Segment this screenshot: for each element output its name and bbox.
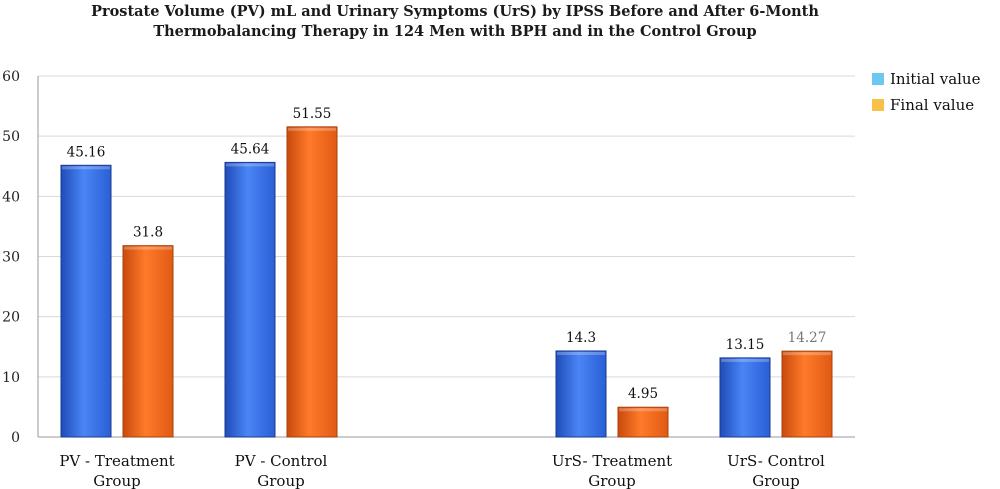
bar-initial — [555, 350, 607, 438]
data-label: 14.27 — [788, 330, 827, 346]
legend-label: Initial value — [890, 70, 981, 88]
bar-initial — [719, 357, 771, 438]
y-tick-label: 0 — [11, 430, 20, 446]
chart-title: Prostate Volume (PV) mL and Urinary Symp… — [91, 3, 819, 40]
y-tick-label: 30 — [2, 250, 20, 266]
data-label: 13.15 — [726, 337, 765, 353]
data-label: 45.64 — [231, 141, 270, 157]
category-label: PV - Treatment — [59, 452, 174, 470]
bar-initial — [60, 164, 112, 438]
bar-highlight — [62, 166, 110, 170]
bars — [60, 126, 833, 438]
gridlines — [37, 75, 855, 438]
bar-highlight — [557, 351, 605, 355]
category-label: UrS- Treatment — [552, 452, 672, 470]
y-tick-label: 20 — [2, 310, 20, 326]
data-labels: 45.16 45.64 14.3 13.15 31.8 51.55 4.95 14.27 — [67, 106, 827, 402]
y-tick-label: 40 — [2, 189, 20, 205]
legend-swatch — [872, 99, 884, 111]
bar-highlight — [721, 358, 769, 362]
y-tick-label: 60 — [2, 69, 20, 85]
data-label: 31.8 — [133, 225, 163, 241]
bar-final — [617, 406, 669, 438]
bar-final — [122, 245, 174, 438]
title-line-2: Thermobalancing Therapy in 124 Men with … — [153, 23, 756, 40]
bar-final — [781, 350, 833, 438]
title-line-1: Prostate Volume (PV) mL and Urinary Symp… — [91, 3, 819, 20]
data-label: 45.16 — [67, 144, 106, 160]
bar-final — [286, 126, 338, 438]
data-label: 4.95 — [628, 386, 658, 402]
y-axis-ticks: 0 10 20 30 40 50 60 — [2, 69, 20, 446]
data-label: 51.55 — [293, 106, 332, 122]
bar-highlight — [619, 408, 667, 412]
category-labels: PV - Treatment Group PV - Control Group UrS-… — [59, 452, 825, 489]
category-label: UrS- Control — [727, 452, 825, 470]
y-tick-label: 10 — [2, 370, 20, 386]
bar-highlight — [288, 127, 336, 131]
bar-highlight — [226, 163, 274, 167]
legend: Initial value Final value — [872, 70, 981, 114]
legend-label: Final value — [890, 96, 974, 114]
y-tick-label: 50 — [2, 129, 20, 145]
data-label: 14.3 — [566, 330, 596, 346]
category-label: PV - Control — [235, 452, 328, 470]
category-label: Group — [588, 472, 635, 489]
category-label: Group — [752, 472, 799, 489]
category-label: Group — [93, 472, 140, 489]
category-label: Group — [257, 472, 304, 489]
bar-highlight — [783, 352, 831, 356]
bar-initial — [224, 161, 276, 438]
bar-highlight — [124, 246, 172, 250]
legend-swatch — [872, 73, 884, 85]
